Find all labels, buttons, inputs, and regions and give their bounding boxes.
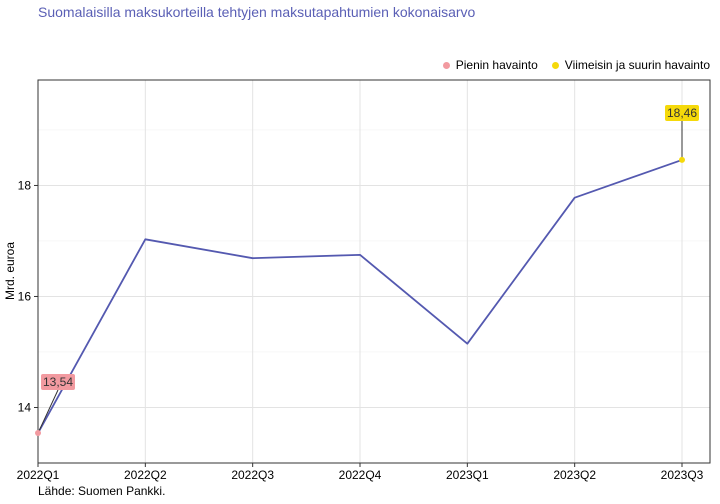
x-axis: 2022Q1 2022Q2 2022Q3 2022Q4 2023Q1 2023Q2 2023… [17,463,704,482]
legend-max-label: Viimeisin ja suurin havainto [564,58,710,72]
annotations: 13,54 18,46 [35,105,699,437]
y-axis-label: Mrd. euroa [3,242,17,300]
y-tick-label: 18 [18,178,32,192]
x-tick-label: 2023Q1 [446,468,489,482]
plot-border [37,79,711,464]
series [37,159,683,434]
y-tick-label: 14 [18,400,32,414]
max-label: 18,46 [667,106,697,120]
x-tick-label: 2022Q3 [231,468,274,482]
x-tick-label: 2023Q3 [661,468,704,482]
source-note: Lähde: Suomen Pankki. [38,484,166,498]
min-leader-line [37,389,59,434]
chart-title: Suomalaisilla maksukorteilla tehtyjen ma… [38,4,476,20]
min-label-box [41,374,75,390]
min-point [35,430,41,437]
x-tick-label: 2023Q2 [553,468,596,482]
y-tick-label: 16 [18,289,32,303]
y-axis: 14 16 18 [18,178,38,414]
min-label: 13,54 [43,375,73,389]
legend-item-max: Viimeisin ja suurin havainto [551,58,710,72]
x-tick-label: 2022Q2 [124,468,167,482]
legend-min-marker [442,61,450,69]
x-tick-label: 2022Q4 [339,468,382,482]
legend-min-label: Pienin havainto [455,58,538,72]
legend-max-marker [551,61,559,69]
grid [37,80,710,464]
legend-item-min: Pienin havainto [442,58,538,72]
max-point [679,156,685,163]
series-line [37,159,683,434]
x-tick-label: 2022Q1 [17,468,60,482]
max-label-box [665,105,699,121]
legend: Pienin havainto Viimeisin ja suurin hava… [0,58,710,72]
